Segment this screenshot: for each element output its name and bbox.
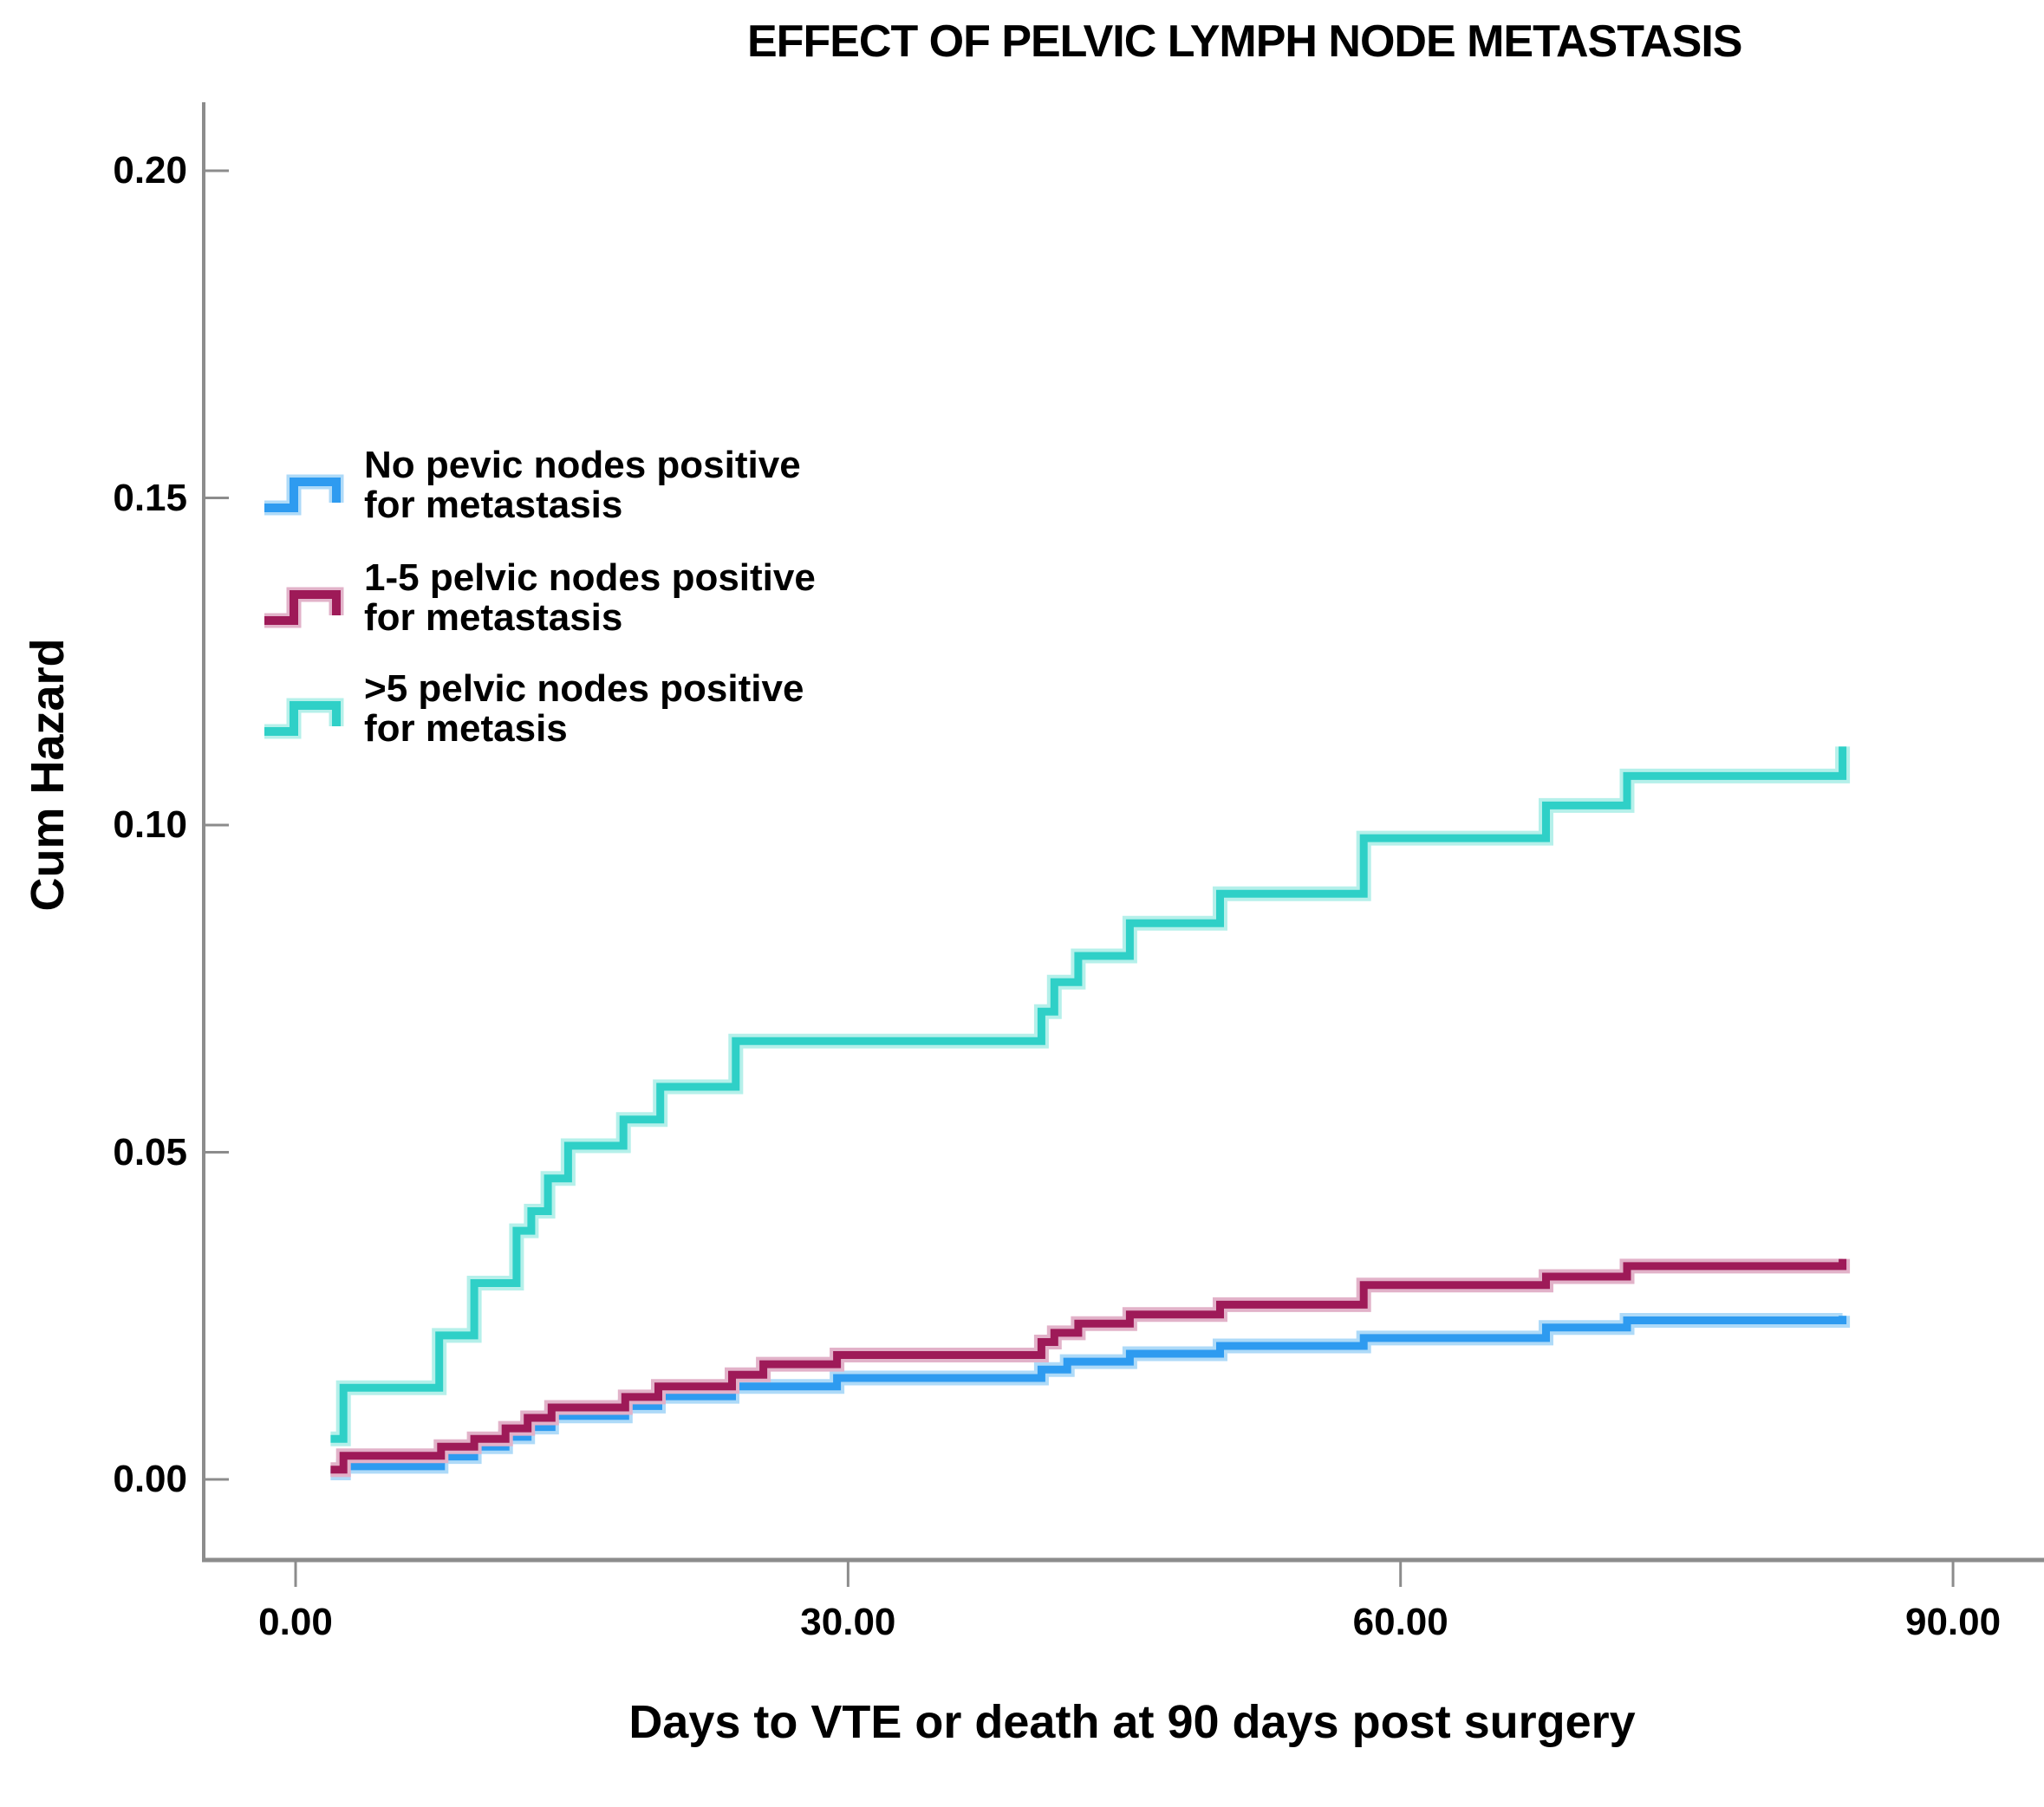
- legend-label: 1-5 pelvic nodes positive for metastasis: [364, 558, 816, 638]
- x-tick-label-30.00: 30.00: [800, 1601, 896, 1643]
- legend-label-line2: for metastasis: [364, 484, 623, 526]
- step-line-icon: [264, 474, 344, 516]
- legend-label: No pevic nodes positive for metastasis: [364, 445, 801, 525]
- x-tick-marks: [294, 1560, 1955, 1587]
- curve-gt5-pelvic-nodes-positive: [330, 746, 1847, 1443]
- step-line-icon: [264, 587, 344, 628]
- x-tick-label-0.00: 0.00: [258, 1601, 333, 1643]
- legend-label-line1: No pevic nodes positive: [364, 444, 801, 486]
- hazard-curves: [330, 746, 1851, 1480]
- legend-label-line1: 1-5 pelvic nodes positive: [364, 556, 816, 599]
- legend-label-line2: for metasis: [364, 707, 568, 750]
- step-line-icon: [264, 698, 344, 739]
- y-tick-label-0.20: 0.20: [113, 149, 187, 192]
- y-tick-label-0.00: 0.00: [113, 1458, 187, 1500]
- legend-label-line1: >5 pelvic nodes positive: [364, 667, 804, 710]
- y-tick-marks: [205, 169, 229, 1481]
- curve-1-5-pelvic-nodes-positive: [330, 1258, 1847, 1474]
- legend-label-line2: for metastasis: [364, 596, 623, 639]
- y-tick-label-0.10: 0.10: [113, 803, 187, 846]
- x-tick-label-90.00: 90.00: [1904, 1601, 2002, 1643]
- x-axis-title: Days to VTE or death at 90 days post sur…: [628, 1696, 1636, 1748]
- chart-title: EFFECT OF PELVIC LYMPH NODE METASTASIS: [747, 16, 1742, 67]
- curve-gt5-pelvic-nodes-positive-halo: [330, 746, 1851, 1446]
- curve-no-pelvic-nodes-positive-halo: [330, 1313, 1851, 1480]
- curve-no-pelvic-nodes-positive: [330, 1316, 1847, 1477]
- x-tick-label-60.00: 60.00: [1352, 1601, 1448, 1643]
- y-tick-label-0.15: 0.15: [113, 476, 187, 519]
- legend-label: >5 pelvic nodes positive for metasis: [364, 669, 804, 749]
- y-tick-label-0.05: 0.05: [113, 1130, 187, 1173]
